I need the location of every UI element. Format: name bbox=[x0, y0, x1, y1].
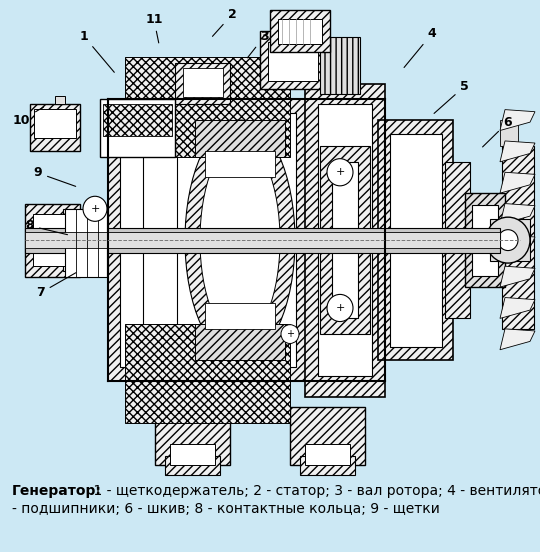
Bar bbox=[490, 219, 530, 261]
Bar bbox=[472, 205, 498, 275]
Bar bbox=[100, 99, 175, 157]
Text: +: + bbox=[335, 167, 345, 177]
Bar bbox=[34, 109, 76, 138]
Bar bbox=[270, 10, 330, 52]
Bar bbox=[320, 36, 360, 94]
Bar bbox=[33, 214, 73, 266]
Bar bbox=[65, 209, 107, 277]
Polygon shape bbox=[500, 329, 535, 350]
Text: +: + bbox=[335, 303, 345, 313]
Text: 9: 9 bbox=[33, 166, 76, 187]
Bar bbox=[378, 120, 453, 360]
Circle shape bbox=[498, 230, 518, 251]
Bar bbox=[165, 456, 220, 475]
Bar bbox=[55, 96, 65, 104]
Bar bbox=[63, 209, 108, 272]
Bar bbox=[318, 104, 372, 376]
Bar bbox=[195, 323, 285, 360]
Circle shape bbox=[83, 197, 107, 221]
Bar bbox=[305, 444, 350, 465]
Text: Генератор:: Генератор: bbox=[12, 484, 102, 498]
Bar bbox=[103, 104, 172, 136]
Polygon shape bbox=[500, 172, 535, 193]
Text: 7: 7 bbox=[36, 273, 76, 299]
Text: 3: 3 bbox=[247, 29, 269, 58]
Text: 1 - щеткодержатель; 2 - статор; 3 - вал ротора; 4 - вентилятор; 5, 7: 1 - щеткодержатель; 2 - статор; 3 - вал … bbox=[89, 484, 540, 498]
Bar bbox=[130, 104, 190, 376]
Text: 1: 1 bbox=[79, 29, 114, 72]
Bar bbox=[465, 193, 505, 287]
Bar bbox=[125, 323, 290, 423]
Bar bbox=[506, 245, 521, 272]
Text: +: + bbox=[90, 204, 100, 214]
Text: - подшипники; 6 - шкив; 8 - контактные кольца; 9 - щетки: - подшипники; 6 - шкив; 8 - контактные к… bbox=[12, 502, 440, 516]
Bar bbox=[510, 308, 523, 334]
Bar bbox=[67, 216, 103, 264]
Bar bbox=[508, 277, 522, 302]
Bar bbox=[183, 68, 223, 97]
Circle shape bbox=[486, 217, 530, 263]
Bar bbox=[268, 42, 318, 82]
Bar bbox=[25, 204, 80, 277]
Bar bbox=[25, 227, 500, 253]
Text: 11: 11 bbox=[145, 13, 163, 43]
Bar bbox=[502, 146, 534, 329]
Bar bbox=[170, 444, 215, 465]
Bar bbox=[175, 62, 230, 104]
Text: 2: 2 bbox=[212, 8, 237, 36]
Text: 5: 5 bbox=[434, 80, 469, 113]
Polygon shape bbox=[500, 298, 535, 319]
Bar bbox=[143, 120, 177, 360]
Circle shape bbox=[281, 325, 299, 343]
Bar bbox=[155, 407, 230, 465]
Bar bbox=[205, 302, 275, 329]
Bar bbox=[390, 134, 442, 347]
Bar bbox=[504, 183, 520, 209]
Ellipse shape bbox=[185, 120, 295, 360]
Bar bbox=[500, 120, 518, 146]
Bar bbox=[108, 99, 308, 381]
Circle shape bbox=[327, 294, 353, 322]
Bar bbox=[305, 83, 385, 397]
Bar bbox=[25, 232, 500, 248]
Ellipse shape bbox=[200, 141, 280, 339]
Text: 8: 8 bbox=[25, 219, 68, 235]
Bar bbox=[445, 162, 470, 319]
Polygon shape bbox=[500, 266, 535, 287]
Polygon shape bbox=[500, 235, 535, 256]
Bar bbox=[120, 113, 296, 368]
Bar bbox=[125, 57, 290, 157]
Circle shape bbox=[327, 158, 353, 186]
Text: +: + bbox=[286, 329, 294, 339]
Text: 4: 4 bbox=[404, 27, 436, 67]
Bar bbox=[205, 151, 275, 178]
Bar bbox=[260, 31, 325, 89]
Bar bbox=[300, 456, 355, 475]
Bar bbox=[195, 120, 285, 157]
Polygon shape bbox=[500, 141, 535, 162]
Polygon shape bbox=[500, 204, 535, 225]
Bar bbox=[332, 162, 358, 319]
Text: 10: 10 bbox=[13, 107, 44, 126]
Bar bbox=[290, 407, 365, 465]
Bar bbox=[30, 104, 80, 151]
Polygon shape bbox=[500, 110, 535, 130]
Bar bbox=[502, 151, 519, 178]
Text: 6: 6 bbox=[483, 116, 512, 147]
Bar bbox=[320, 146, 370, 334]
Bar bbox=[278, 19, 322, 44]
